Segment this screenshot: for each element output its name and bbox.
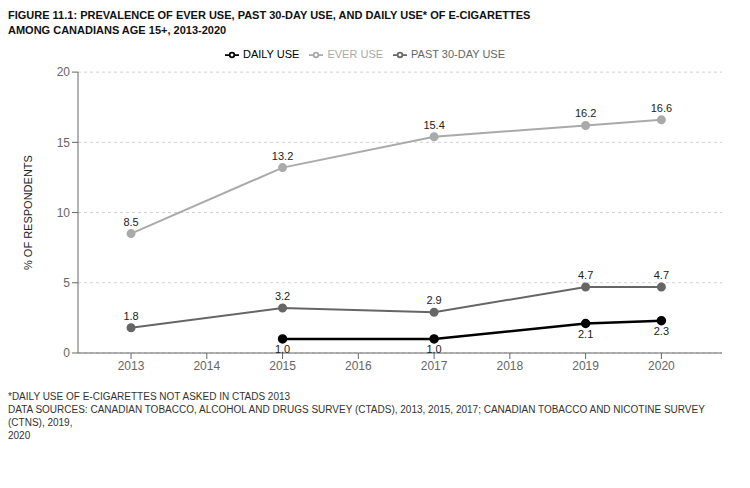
html-text:DATA SOURCES: CANADIAN TOBACCO: DATA SOURCES: CANADIAN TOBACCO, ALCOHOL …	[8, 404, 705, 428]
svg-text:0: 0	[63, 346, 70, 360]
html-text:FIGURE 11.1: PREVALENCE OF EVE: FIGURE 11.1: PREVALENCE OF EVER USE, PAS…	[8, 9, 531, 21]
svg-text:2.1: 2.1	[578, 328, 593, 340]
svg-text:2.3: 2.3	[654, 325, 669, 337]
svg-text:2020: 2020	[648, 359, 675, 373]
html-text:EVER USE: EVER USE	[327, 48, 384, 60]
svg-text:13.2: 13.2	[272, 150, 293, 162]
svg-text:16.6: 16.6	[651, 102, 672, 114]
html-text:2020: 2020	[8, 430, 31, 441]
svg-text:2017: 2017	[421, 359, 448, 373]
html-text:DAILY USE: DAILY USE	[243, 48, 300, 60]
svg-text:2.9: 2.9	[426, 294, 441, 306]
svg-text:1.8: 1.8	[123, 310, 138, 322]
svg-text:2019: 2019	[572, 359, 599, 373]
svg-text:1.0: 1.0	[275, 343, 290, 355]
svg-text:15.4: 15.4	[423, 119, 444, 131]
svg-text:3.2: 3.2	[275, 290, 290, 302]
svg-text:2015: 2015	[269, 359, 296, 373]
svg-text:% OF RESPONDENTS: % OF RESPONDENTS	[22, 155, 34, 270]
svg-text:2016: 2016	[345, 359, 372, 373]
svg-text:8.5: 8.5	[123, 216, 138, 228]
html-text:*DAILY USE OF E-CIGARETTES NOT: *DAILY USE OF E-CIGARETTES NOT ASKED IN …	[8, 391, 291, 402]
svg-text:4.7: 4.7	[578, 269, 593, 281]
svg-text:5: 5	[63, 276, 70, 290]
svg-text:4.7: 4.7	[654, 269, 669, 281]
svg-text:16.2: 16.2	[575, 107, 596, 119]
svg-text:10: 10	[57, 206, 71, 220]
svg-text:15: 15	[57, 136, 71, 150]
html-text:AMONG CANADIANS AGE 15+, 2013-: AMONG CANADIANS AGE 15+, 2013-2020	[8, 24, 227, 36]
svg-text:2018: 2018	[497, 359, 524, 373]
html-text:PAST 30-DAY USE: PAST 30-DAY USE	[411, 48, 505, 60]
svg-text:20: 20	[57, 65, 71, 79]
svg-text:2013: 2013	[118, 359, 145, 373]
svg-text:1.0: 1.0	[426, 343, 441, 355]
svg-text:2014: 2014	[193, 359, 220, 373]
